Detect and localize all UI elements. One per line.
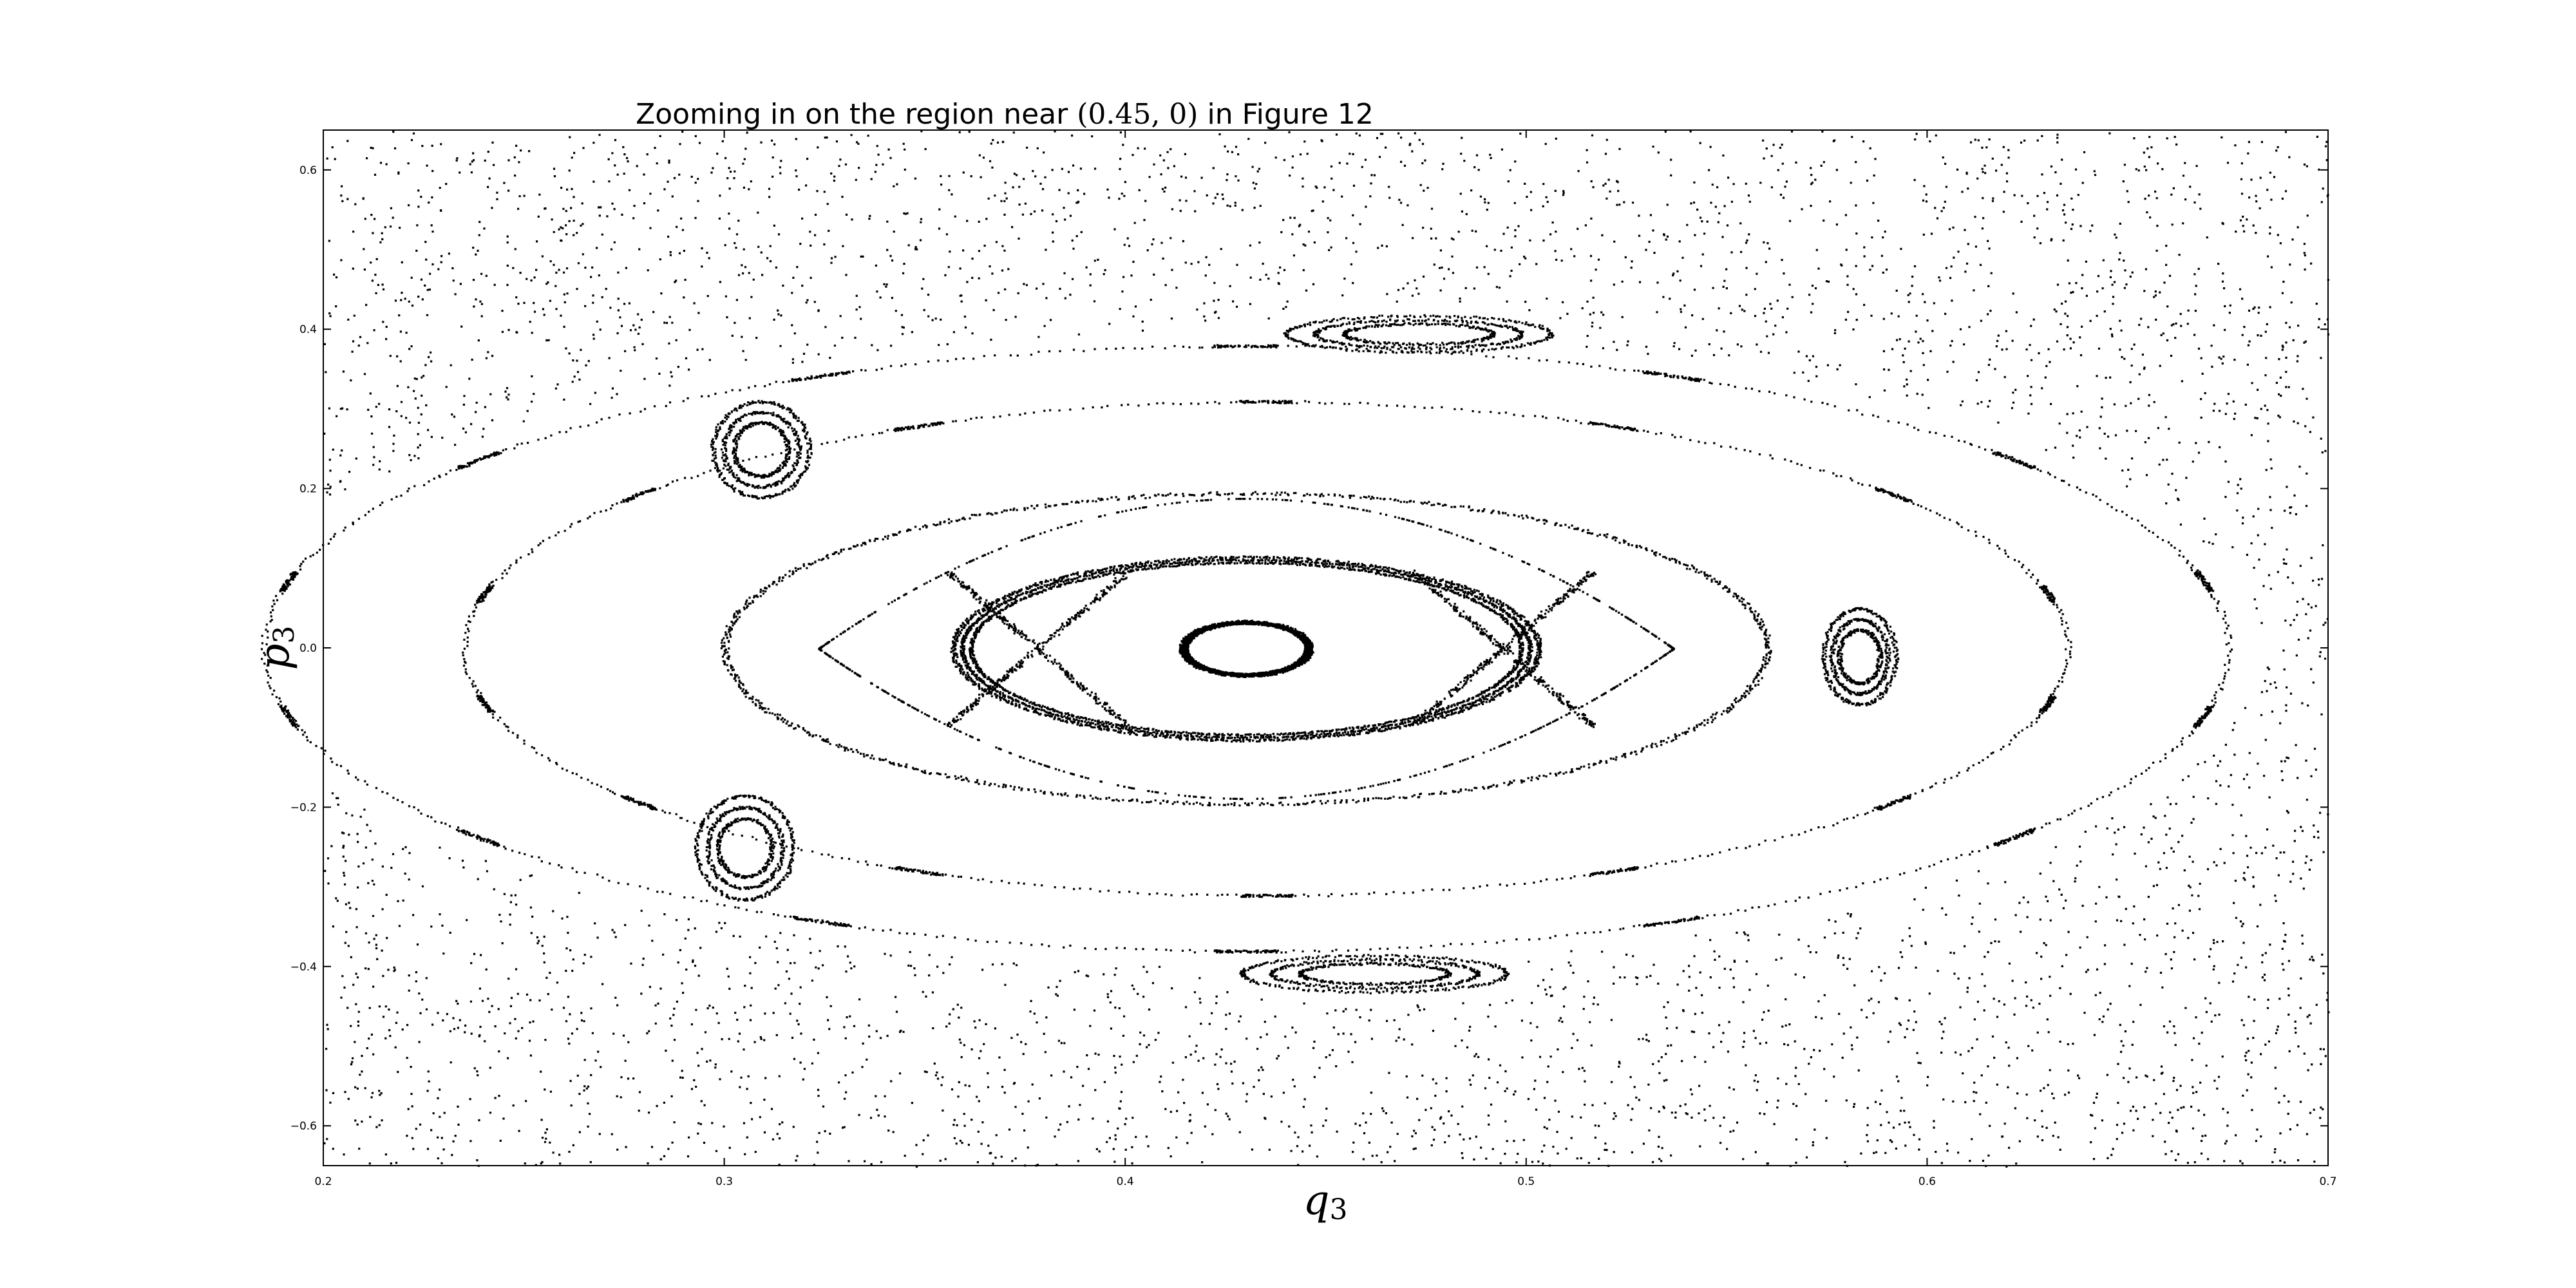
y-tick-label: −0.4 bbox=[290, 961, 317, 974]
y-axis-label: p3 bbox=[251, 626, 301, 670]
x-tick-label: 0.4 bbox=[1117, 1175, 1134, 1188]
x-axis-label-subscript: 3 bbox=[1329, 1193, 1347, 1226]
plot-frame bbox=[323, 129, 2329, 1166]
x-tick-label: 0.7 bbox=[2319, 1175, 2336, 1188]
y-tick-label: 0.4 bbox=[299, 323, 317, 336]
chart-title-suffix: in Figure 12 bbox=[1198, 98, 1373, 131]
x-tick-label: 0.6 bbox=[1918, 1175, 1936, 1188]
y-tick-label: 0.2 bbox=[299, 483, 317, 496]
y-axis-label-subscript: 3 bbox=[268, 626, 301, 644]
y-axis: −0.6 −0.4 −0.2 0.0 0.2 0.4 0.6 bbox=[290, 164, 2328, 1133]
x-axis-label-symbol: q bbox=[1303, 1177, 1330, 1224]
y-tick-label: −0.2 bbox=[290, 801, 317, 814]
y-tick-label: 0.6 bbox=[299, 164, 317, 177]
chart-title: Zooming in on the region near (0.45, 0) … bbox=[636, 98, 1374, 131]
x-tick-label: 0.5 bbox=[1517, 1175, 1535, 1188]
y-tick-label: 0.0 bbox=[299, 642, 317, 655]
chart-title-prefix: Zooming in on the region near bbox=[636, 98, 1077, 131]
y-axis-label-symbol: p bbox=[251, 644, 299, 670]
scatter-points bbox=[260, 130, 2330, 1168]
x-axis-label: q3 bbox=[1303, 1177, 1348, 1226]
x-tick-label: 0.3 bbox=[715, 1175, 733, 1188]
chart-title-math: (0.45, 0) bbox=[1077, 98, 1198, 131]
x-axis: 0.2 0.3 0.4 0.5 0.6 0.7 bbox=[314, 130, 2337, 1188]
x-tick-label: 0.2 bbox=[314, 1175, 332, 1188]
y-tick-label: −0.6 bbox=[290, 1120, 317, 1133]
scatter-point-cloud bbox=[260, 130, 2330, 1168]
